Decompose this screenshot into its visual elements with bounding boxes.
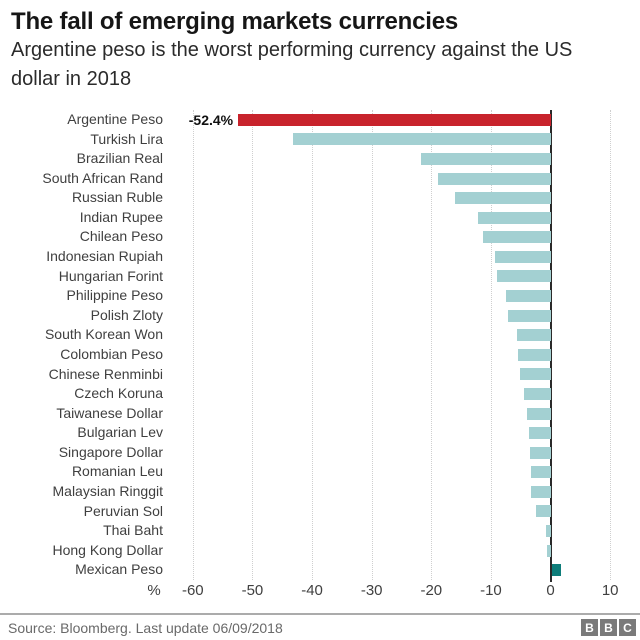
bar-south-korean-won: [516, 329, 551, 342]
source-text: Source: Bloomberg. Last update 06/09/201…: [8, 620, 283, 636]
bar-south-african-rand: [437, 172, 551, 185]
axis-tick-label: 0: [546, 582, 555, 599]
bar-russian-ruble: [455, 192, 551, 205]
category-label: Romanian Leu: [71, 463, 163, 480]
bar-malaysian-ringgit: [531, 485, 551, 498]
gridline: [192, 110, 194, 580]
bbc-logo-block: B: [600, 619, 617, 636]
category-label: Polish Zloty: [90, 306, 163, 323]
value-annotation: -52.4%: [188, 111, 234, 128]
axis-tick-label: -10: [480, 582, 502, 599]
bar-thai-baht: [545, 525, 551, 538]
category-label: South African Rand: [42, 169, 163, 186]
category-label: Argentine Peso: [67, 111, 163, 127]
category-label: Colombian Peso: [60, 345, 163, 362]
bar-turkish-lira: [292, 133, 551, 146]
axis-tick-label: -30: [360, 582, 383, 599]
bar-chinese-renminbi: [520, 368, 551, 381]
bar-czech-koruna: [523, 387, 551, 400]
bar-indian-rupee: [477, 211, 551, 224]
category-label: Malaysian Ringgit: [52, 482, 164, 499]
category-label: Thai Baht: [103, 522, 163, 539]
bar-polish-zloty: [508, 309, 551, 322]
bar-indonesian-rupiah: [495, 250, 551, 263]
bar-hong-kong-dollar: [546, 544, 551, 557]
chart-subtitle: Argentine peso is the worst performing c…: [11, 39, 573, 90]
category-label: Brazilian Real: [76, 150, 163, 167]
bar-argentine-peso: [238, 113, 551, 126]
category-label: Bulgarian Lev: [77, 424, 163, 441]
bar-bulgarian-lev: [529, 427, 551, 440]
bar-colombian-peso: [518, 348, 551, 361]
footer-divider: [0, 613, 640, 615]
category-label: Philippine Peso: [66, 287, 163, 304]
axis-tick-label: 10: [601, 582, 619, 599]
plot-area: -52.4%: [163, 110, 640, 582]
category-label: Hong Kong Dollar: [52, 541, 163, 558]
bar-chilean-peso: [482, 231, 551, 244]
axis-tick-label: -40: [301, 582, 323, 599]
zero-gridline: [549, 110, 552, 582]
footer: Source: Bloomberg. Last update 06/09/201…: [0, 618, 640, 640]
bar-taiwanese-dollar: [527, 407, 551, 420]
gridline: [312, 110, 314, 580]
bar-singapore-dollar: [530, 446, 551, 459]
x-axis: % -60 -50 -40 -30 -20 -10 0 10: [147, 582, 640, 602]
chart-title: The fall of emerging markets currencies: [11, 8, 459, 35]
bar-brazilian-real: [420, 152, 551, 165]
axis-unit-label: %: [147, 582, 161, 599]
bbc-logo-block: C: [619, 619, 636, 636]
bar-philippine-peso: [505, 290, 551, 303]
gridline: [371, 110, 373, 580]
gridline: [431, 110, 433, 580]
category-label: South Korean Won: [44, 326, 163, 343]
category-label: Chinese Renminbi: [48, 365, 163, 382]
gridline: [252, 110, 254, 580]
category-label: Chilean Peso: [79, 228, 163, 245]
category-label: Czech Koruna: [74, 385, 163, 402]
bbc-logo-block: B: [581, 619, 598, 636]
category-label: Indonesian Rupiah: [46, 248, 163, 265]
bar-romanian-leu: [530, 466, 551, 479]
axis-tick-label: -50: [241, 582, 264, 599]
category-label: Hungarian Forint: [58, 267, 163, 284]
category-label: Taiwanese Dollar: [56, 404, 163, 421]
category-labels: Argentine Peso Turkish Lira Brazilian Real…: [0, 110, 163, 580]
category-label: Russian Ruble: [71, 189, 163, 206]
bar-hungarian-forint: [497, 270, 551, 283]
bar-peruvian-sol: [535, 505, 551, 518]
gridline: [490, 110, 492, 580]
axis-tick-label: -60: [181, 582, 204, 599]
axis-tick-label: -20: [420, 582, 443, 599]
category-label: Peruvian Sol: [83, 502, 163, 519]
category-label: Mexican Peso: [75, 561, 163, 578]
category-label: Singapore Dollar: [58, 443, 163, 460]
category-label: Turkish Lira: [90, 130, 163, 147]
gridline: [610, 110, 612, 580]
category-label: Indian Rupee: [79, 208, 163, 225]
bar-mexican-peso: [551, 564, 561, 577]
